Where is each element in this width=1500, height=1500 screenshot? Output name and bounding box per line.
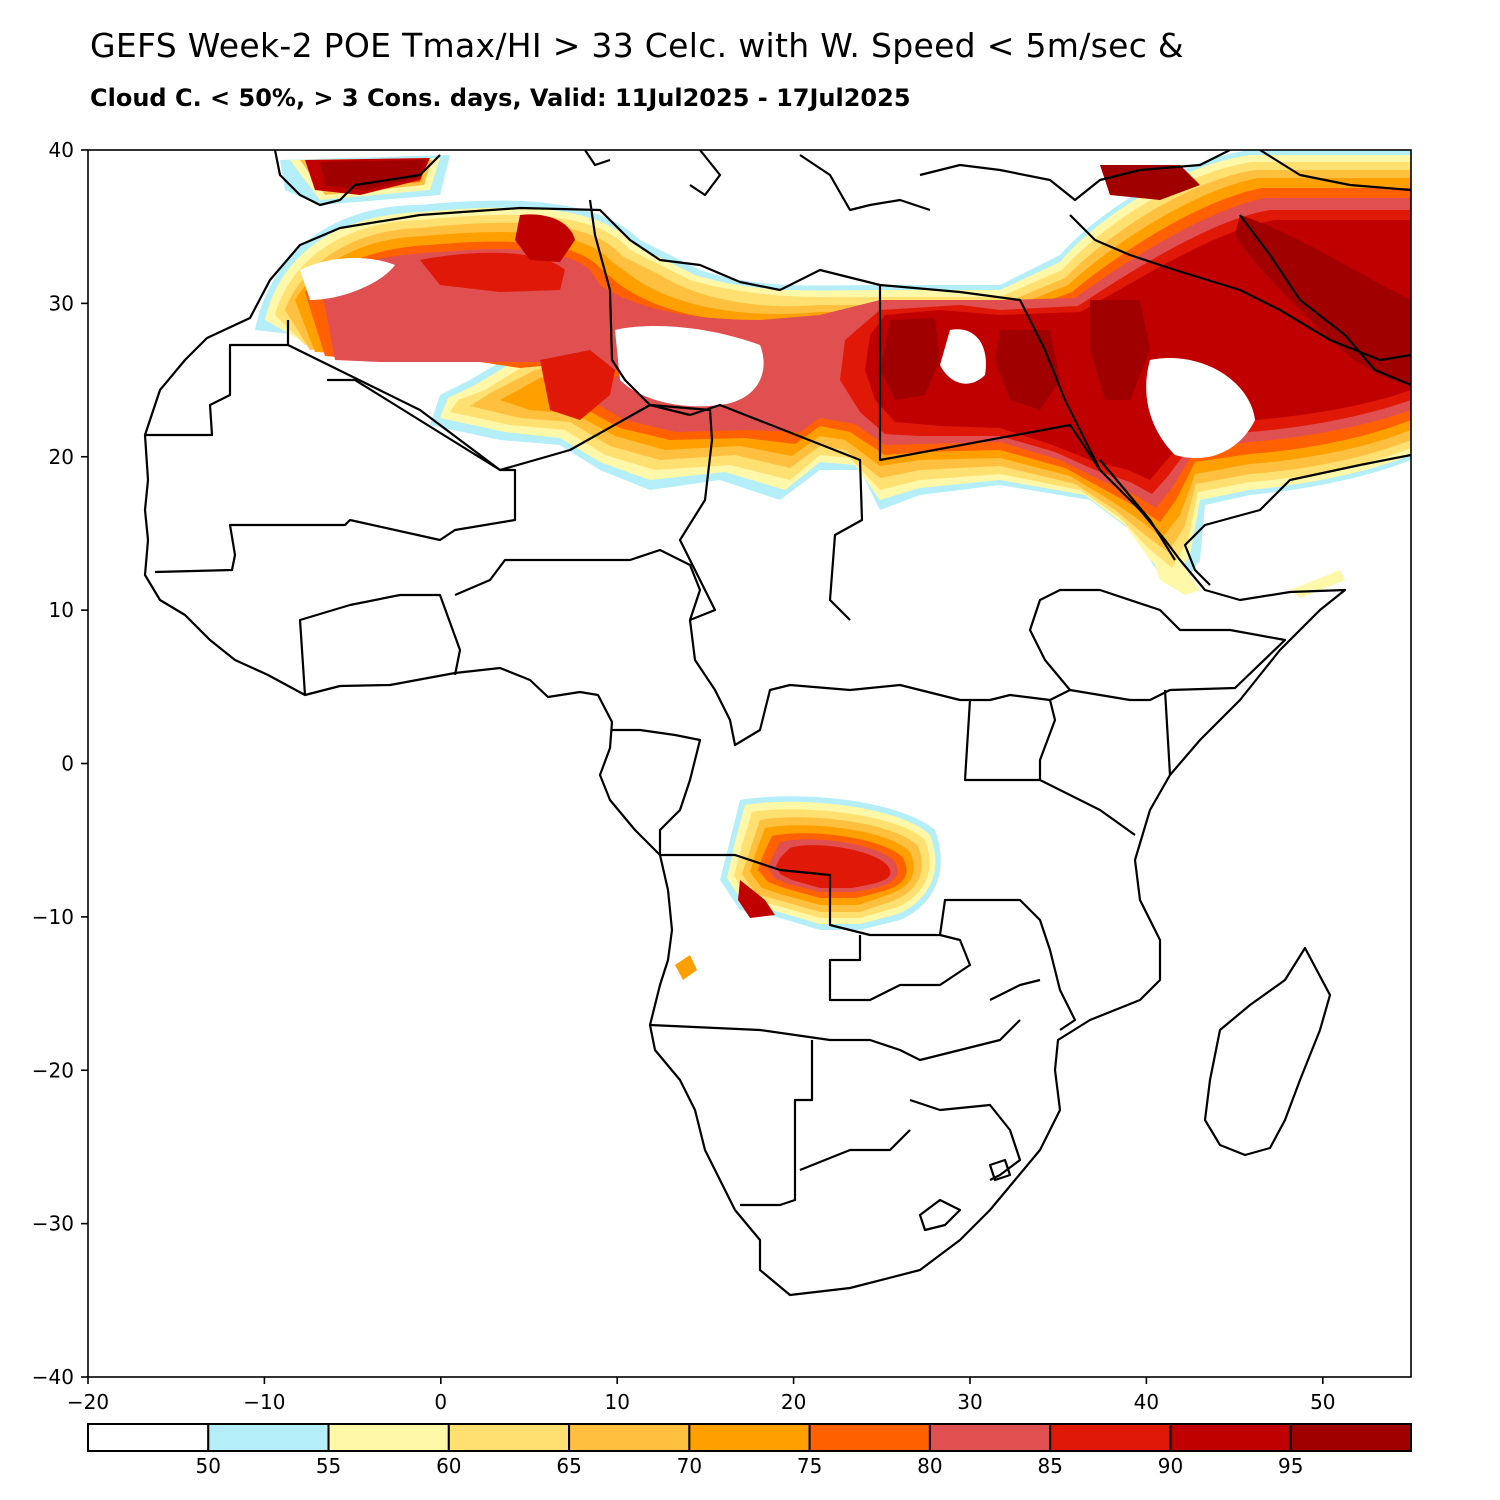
x-axis: −20 −10 0 10 20 30 40 50 bbox=[67, 1377, 1336, 1414]
coastlines-borders bbox=[143, 150, 1411, 1297]
colorbar-swatch bbox=[928, 1423, 1052, 1452]
colorbar-label: 65 bbox=[556, 1454, 581, 1478]
colorbar-swatch bbox=[447, 1423, 571, 1452]
colorbar-swatch bbox=[207, 1423, 330, 1452]
colorbar-label: 75 bbox=[797, 1454, 822, 1478]
x-tick-label: 0 bbox=[434, 1390, 447, 1414]
x-tick-label: −10 bbox=[243, 1390, 285, 1414]
x-tick-label: 30 bbox=[957, 1390, 982, 1414]
colorbar-swatch bbox=[688, 1423, 811, 1452]
colorbar-label: 95 bbox=[1278, 1454, 1303, 1478]
y-tick-label: 30 bbox=[49, 291, 74, 315]
colorbar-label: 55 bbox=[316, 1454, 341, 1478]
y-axis: −40 −30 −20 −10 0 10 20 30 40 bbox=[32, 138, 88, 1389]
colorbar-swatch bbox=[327, 1423, 450, 1452]
y-tick-label: −30 bbox=[32, 1212, 74, 1236]
colorbar-label: 80 bbox=[917, 1454, 942, 1478]
y-tick-label: 40 bbox=[49, 138, 74, 162]
chart-subtitle: Cloud C. < 50%, > 3 Cons. days, Valid: 1… bbox=[90, 84, 911, 112]
colorbar-label: 85 bbox=[1037, 1454, 1062, 1478]
x-tick-label: −20 bbox=[67, 1390, 109, 1414]
chart-title: GEFS Week-2 POE Tmax/HI > 33 Celc. with … bbox=[90, 26, 1184, 65]
low-probability-patches bbox=[300, 258, 1255, 459]
y-tick-label: 0 bbox=[61, 752, 74, 776]
y-tick-label: −10 bbox=[32, 905, 74, 929]
x-tick-label: 20 bbox=[781, 1390, 806, 1414]
colorbar-swatch bbox=[808, 1423, 931, 1452]
y-tick-label: 20 bbox=[49, 445, 74, 469]
y-tick-label: −20 bbox=[32, 1058, 74, 1082]
colorbar-label: 70 bbox=[677, 1454, 702, 1478]
y-tick-label: 10 bbox=[49, 598, 74, 622]
colorbar-label: 50 bbox=[196, 1454, 221, 1478]
x-tick-label: 10 bbox=[604, 1390, 629, 1414]
colorbar-swatch bbox=[87, 1423, 210, 1452]
colorbar-swatch bbox=[568, 1423, 691, 1452]
probability-field bbox=[255, 150, 1411, 980]
y-tick-label: −40 bbox=[32, 1365, 74, 1389]
colorbar-swatch bbox=[1169, 1423, 1292, 1452]
x-tick-label: 40 bbox=[1134, 1390, 1159, 1414]
colorbar-swatch bbox=[1049, 1423, 1172, 1452]
colorbar-legend: 50 55 60 65 70 75 80 85 90 95 bbox=[87, 1423, 1413, 1478]
colorbar-label: 90 bbox=[1158, 1454, 1183, 1478]
colorbar-label: 60 bbox=[436, 1454, 461, 1478]
x-tick-label: 50 bbox=[1310, 1390, 1335, 1414]
colorbar-swatch bbox=[1289, 1423, 1413, 1452]
